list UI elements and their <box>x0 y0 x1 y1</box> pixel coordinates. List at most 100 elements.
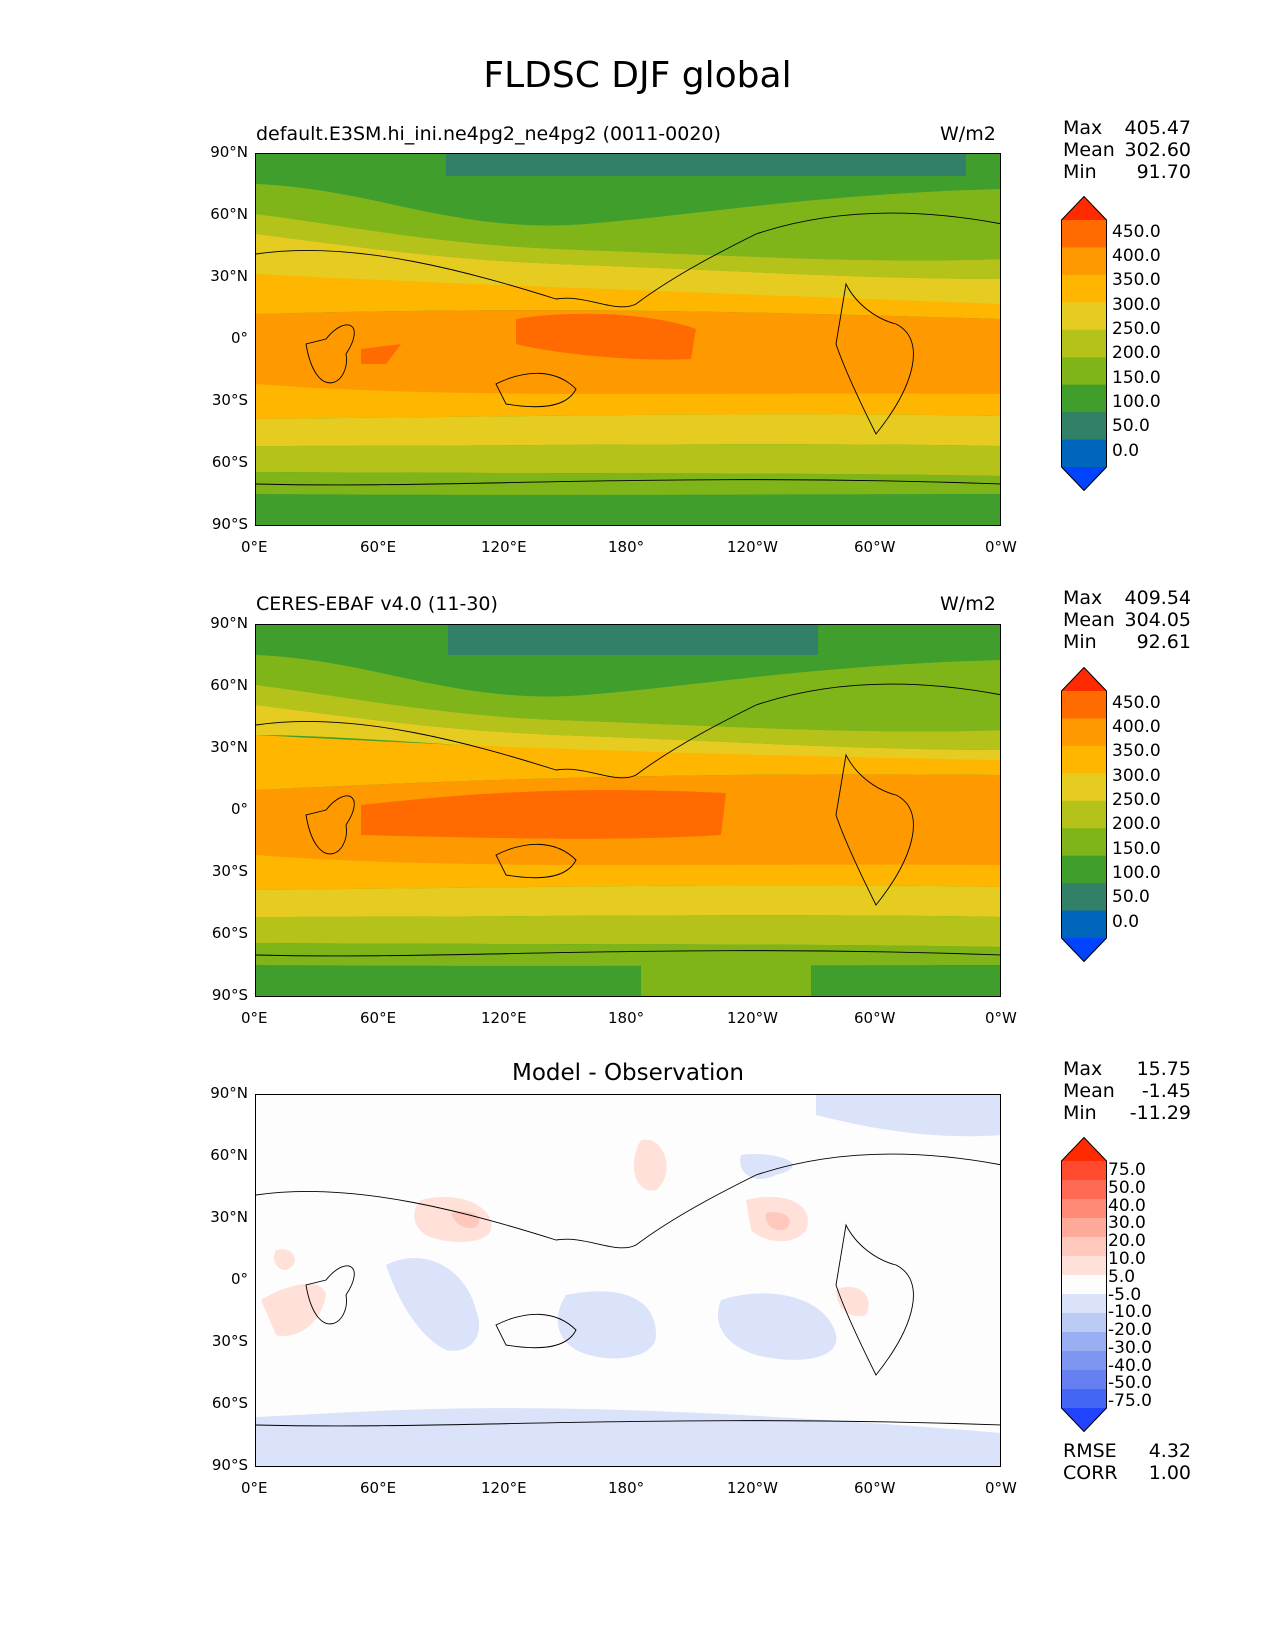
colorbar-label: 40.0 <box>1108 1196 1146 1216</box>
colorbar-segment <box>1061 1180 1107 1200</box>
stat-min-label: Min <box>1063 631 1097 653</box>
lon-tick: 120°W <box>727 1479 778 1497</box>
colorbar-extend-min <box>1061 938 1107 962</box>
colorbar-extend-max <box>1061 667 1107 691</box>
colorbar-label: 300.0 <box>1112 295 1161 315</box>
stat-max-value: 15.75 <box>1136 1058 1191 1080</box>
colorbar-label: -30.0 <box>1108 1338 1152 1358</box>
lon-tick: 120°W <box>727 538 778 556</box>
lon-tick: 60°E <box>360 1009 397 1027</box>
lat-tick: 90°N <box>210 1084 248 1102</box>
colorbar-segment <box>1061 1256 1107 1276</box>
lon-tick: 120°E <box>481 1479 527 1497</box>
stat-mean-value: -1.45 <box>1141 1080 1191 1102</box>
colorbar-label: 50.0 <box>1112 416 1150 436</box>
stat-mean-label: Mean <box>1063 139 1115 161</box>
colorbar-segment <box>1061 883 1107 912</box>
stat-min-value: 91.70 <box>1136 161 1191 183</box>
colorbar-label: 150.0 <box>1112 368 1161 388</box>
stat-mean-value: 302.60 <box>1124 139 1191 161</box>
lat-tick: 30°S <box>211 1332 248 1350</box>
panel2-field <box>256 625 1000 996</box>
colorbar-label: 450.0 <box>1112 693 1161 713</box>
lon-tick: 180° <box>608 1479 645 1497</box>
panel1-lat-ticks: 90°N 60°N 30°N 0° 30°S 60°S 90°S <box>190 143 250 533</box>
colorbar-label: -75.0 <box>1108 1391 1152 1411</box>
colorbar-label: -10.0 <box>1108 1302 1152 1322</box>
lat-tick: 30°N <box>210 738 248 756</box>
colorbar-label: 350.0 <box>1112 741 1161 761</box>
colorbar-label: -50.0 <box>1108 1373 1152 1393</box>
colorbar-segment <box>1061 1294 1107 1314</box>
lat-tick: 30°S <box>211 862 248 880</box>
colorbar-segment <box>1061 855 1107 884</box>
panel3-field <box>256 1095 1000 1466</box>
rmse-label: RMSE <box>1063 1440 1117 1462</box>
colorbar-segment <box>1061 439 1107 468</box>
lat-tick: 60°S <box>211 453 248 471</box>
colorbar-extend-max <box>1061 196 1107 220</box>
colorbar-segment <box>1061 247 1107 276</box>
panel3-colorbar-labels: 75.0 50.0 40.0 30.0 20.0 10.0 5.0 -5.0 -… <box>1108 1160 1188 1411</box>
panel3-metrics: RMSE 4.32 CORR 1.00 <box>1063 1440 1191 1484</box>
colorbar-segment <box>1061 910 1107 939</box>
panel2-stats: Max 409.54 Mean 304.05 Min 92.61 <box>1063 587 1191 653</box>
lat-tick: 60°S <box>211 1394 248 1412</box>
lat-tick: 60°N <box>210 205 248 223</box>
colorbar-label: -40.0 <box>1108 1356 1152 1376</box>
panel3-title: Model - Observation <box>511 1060 745 1086</box>
lon-tick: 60°W <box>854 1479 896 1497</box>
stat-min-value: -11.29 <box>1129 1102 1191 1124</box>
colorbar-segment <box>1061 1389 1107 1409</box>
colorbar-label: 250.0 <box>1112 790 1161 810</box>
lat-tick: 30°S <box>211 391 248 409</box>
stat-mean-label: Mean <box>1063 1080 1115 1102</box>
lat-tick: 0° <box>230 329 248 347</box>
stat-mean-value: 304.05 <box>1124 609 1191 631</box>
lat-tick: 60°N <box>210 676 248 694</box>
lon-tick: 60°W <box>854 538 896 556</box>
lat-tick: 0° <box>230 800 248 818</box>
colorbar-segment <box>1061 745 1107 774</box>
colorbar-segment <box>1061 412 1107 441</box>
lat-tick: 30°N <box>210 1208 248 1226</box>
lat-tick: 90°S <box>211 986 248 1004</box>
colorbar-segment <box>1061 274 1107 303</box>
colorbar-segment <box>1061 773 1107 802</box>
lon-tick: 0°E <box>241 538 268 556</box>
colorbar-label: 100.0 <box>1112 863 1161 883</box>
colorbar-segment <box>1061 1332 1107 1352</box>
lon-tick: 60°W <box>854 1009 896 1027</box>
panel3-stats: Max 15.75 Mean -1.45 Min -11.29 <box>1063 1058 1191 1124</box>
lon-tick: 120°W <box>727 1009 778 1027</box>
colorbar-segment <box>1061 220 1107 248</box>
colorbar-label: 150.0 <box>1112 839 1161 859</box>
panel1-map <box>255 153 1001 526</box>
colorbar-segment <box>1061 718 1107 747</box>
colorbar-label: 350.0 <box>1112 270 1161 290</box>
colorbar-outline <box>1061 1137 1107 1432</box>
lon-tick: 0°W <box>985 538 1017 556</box>
lon-tick: 0°E <box>241 1009 268 1027</box>
colorbar-label: 50.0 <box>1112 887 1150 907</box>
colorbar-label: 75.0 <box>1108 1160 1146 1180</box>
colorbar-label: 450.0 <box>1112 222 1161 242</box>
colorbar-label: 30.0 <box>1108 1213 1146 1233</box>
colorbar-label: 0.0 <box>1112 912 1140 932</box>
panel2-map <box>255 624 1001 997</box>
lon-tick: 0°W <box>985 1009 1017 1027</box>
panel3-colorbar <box>1061 1137 1107 1432</box>
stat-min-label: Min <box>1063 161 1097 183</box>
panel2-lon-ticks: 0°E 60°E 120°E 180° 120°W 60°W 0°W <box>230 1009 1030 1029</box>
lon-tick: 0°W <box>985 1479 1017 1497</box>
stat-max-label: Max <box>1063 1058 1103 1080</box>
colorbar-segment <box>1061 329 1107 358</box>
colorbar-segment <box>1061 1275 1107 1295</box>
panel1-colorbar <box>1061 196 1107 491</box>
colorbar-segment <box>1061 1351 1107 1371</box>
lat-tick: 90°S <box>211 515 248 533</box>
panel2-units: W/m2 <box>940 593 996 615</box>
stat-min-value: 92.61 <box>1136 631 1191 653</box>
colorbar-label: 50.0 <box>1108 1178 1146 1198</box>
panel3-map <box>255 1094 1001 1467</box>
